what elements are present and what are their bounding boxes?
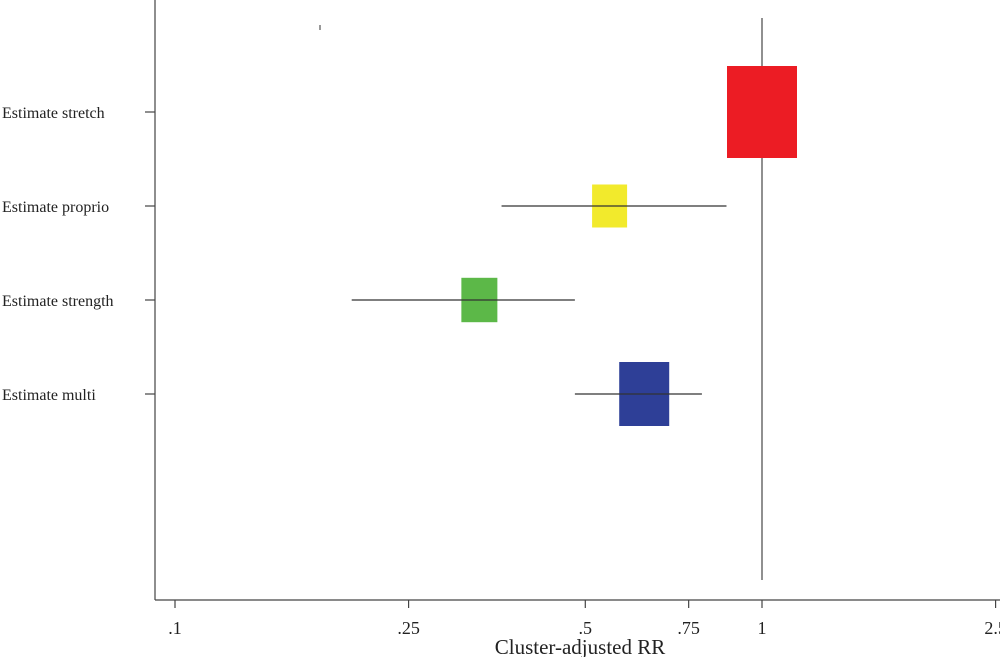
y-tick-label: Estimate stretch (2, 105, 105, 122)
marks (319, 18, 797, 580)
axes: .1 .25 .5 .75 1 2.5 Estimate stretch Estimate p… (2, 0, 1000, 638)
x-tick-label: .75 (677, 618, 700, 638)
stray-mark (319, 25, 321, 30)
x-tick-label: .1 (168, 618, 182, 638)
x-axis-label: Cluster-adjusted RR (495, 635, 665, 657)
estimate-box (727, 66, 797, 158)
y-tick-label: Estimate multi (2, 387, 96, 404)
x-tick-label: .5 (579, 618, 593, 638)
y-tick-label: Estimate proprio (2, 199, 109, 216)
x-tick-label: .25 (397, 618, 420, 638)
x-tick-label: 1 (758, 618, 767, 638)
y-tick-label: Estimate strength (2, 293, 114, 310)
x-tick-label: 2.5 (984, 618, 1000, 638)
